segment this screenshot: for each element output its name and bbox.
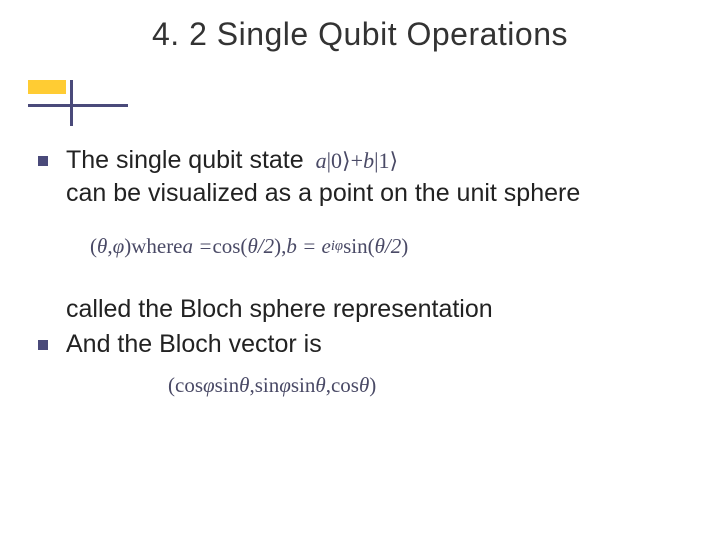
bullet-icon [38, 156, 48, 166]
b1-text1: The single qubit state [66, 144, 304, 177]
bullet-icon [38, 340, 48, 350]
formula-qubit-state: a|0⟩ + b|1⟩ [316, 146, 398, 175]
slide: 4. 2 Single Qubit Operations The single … [0, 0, 720, 540]
formula-params: (θ, φ) where a = cos(θ/2), b = eiφ sin(θ… [90, 234, 408, 259]
formula-bloch-vector-wrap: (cos φ sin θ, sin φ sin θ, cos θ) [168, 373, 690, 398]
slide-title: 4. 2 Single Qubit Operations [0, 16, 720, 53]
b1-text2: can be visualized as a point on the unit… [66, 177, 580, 210]
corner-decoration [28, 80, 128, 126]
title-area: 4. 2 Single Qubit Operations [0, 0, 720, 53]
formula-params-wrap: (θ, φ) where a = cos(θ/2), b = eiφ sin(θ… [90, 234, 690, 259]
content-area: The single qubit state a|0⟩ + b|1⟩ can b… [38, 144, 690, 398]
continuation-block: called the Bloch sphere representation [66, 293, 690, 326]
cont-line1: called the Bloch sphere representation [66, 293, 690, 326]
formula-bloch-vector: (cos φ sin θ, sin φ sin θ, cos θ) [168, 373, 376, 398]
corner-vertical-line [70, 80, 73, 126]
corner-horizontal-line [28, 104, 128, 107]
corner-yellow-block [28, 80, 66, 94]
bullet-1-line1: The single qubit state a|0⟩ + b|1⟩ [66, 144, 580, 177]
bullet-item-2: And the Bloch vector is [38, 328, 690, 361]
b2-text: And the Bloch vector is [66, 328, 322, 361]
bullet-1-text: The single qubit state a|0⟩ + b|1⟩ can b… [66, 144, 580, 210]
bullet-item-1: The single qubit state a|0⟩ + b|1⟩ can b… [38, 144, 690, 210]
